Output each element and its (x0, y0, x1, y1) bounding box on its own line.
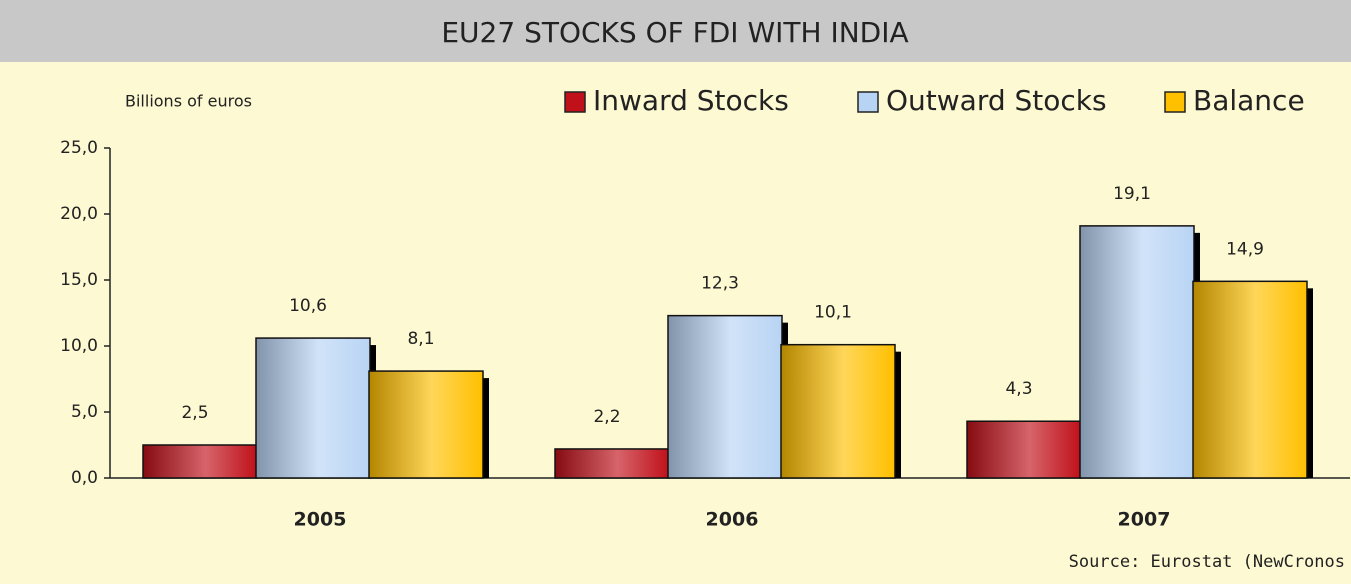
legend-label: Balance (1193, 84, 1305, 117)
y-tick-label: 20,0 (60, 204, 98, 224)
bar (255, 337, 371, 479)
value-label: 14,9 (1226, 239, 1264, 259)
y-axis-label: Billions of euros (125, 92, 252, 111)
value-label: 4,3 (1005, 379, 1032, 399)
value-label: 12,3 (701, 274, 739, 294)
x-tick-label: 2006 (706, 509, 759, 531)
title-bar (0, 0, 1351, 62)
bar (142, 444, 258, 479)
x-tick-label: 2007 (1118, 509, 1171, 531)
legend-swatch (564, 91, 586, 113)
y-tick-label: 5,0 (71, 402, 98, 422)
legend-swatch (1164, 91, 1186, 113)
bar (554, 448, 670, 479)
bar (667, 314, 783, 479)
legend-label: Inward Stocks (593, 84, 789, 117)
value-label: 2,5 (181, 403, 208, 423)
y-tick-label: 25,0 (60, 138, 98, 158)
y-tick-label: 15,0 (60, 270, 98, 290)
legend-swatch (857, 91, 879, 113)
chart-title: EU27 STOCKS OF FDI WITH INDIA (441, 16, 908, 49)
bar (780, 343, 896, 479)
legend-label: Outward Stocks (886, 84, 1107, 117)
x-tick-label: 2005 (294, 509, 347, 531)
y-tick-label: 0,0 (71, 468, 98, 488)
bar (966, 420, 1082, 479)
bar (368, 370, 484, 479)
y-tick-label: 10,0 (60, 336, 98, 356)
bar (1192, 280, 1308, 479)
value-label: 8,1 (407, 329, 434, 349)
value-label: 10,6 (289, 296, 327, 316)
value-label: 19,1 (1113, 184, 1151, 204)
bar (1079, 225, 1195, 479)
value-label: 10,1 (814, 303, 852, 323)
source-note: Source: Eurostat (NewCronos (1069, 552, 1345, 572)
value-label: 2,2 (593, 407, 620, 427)
